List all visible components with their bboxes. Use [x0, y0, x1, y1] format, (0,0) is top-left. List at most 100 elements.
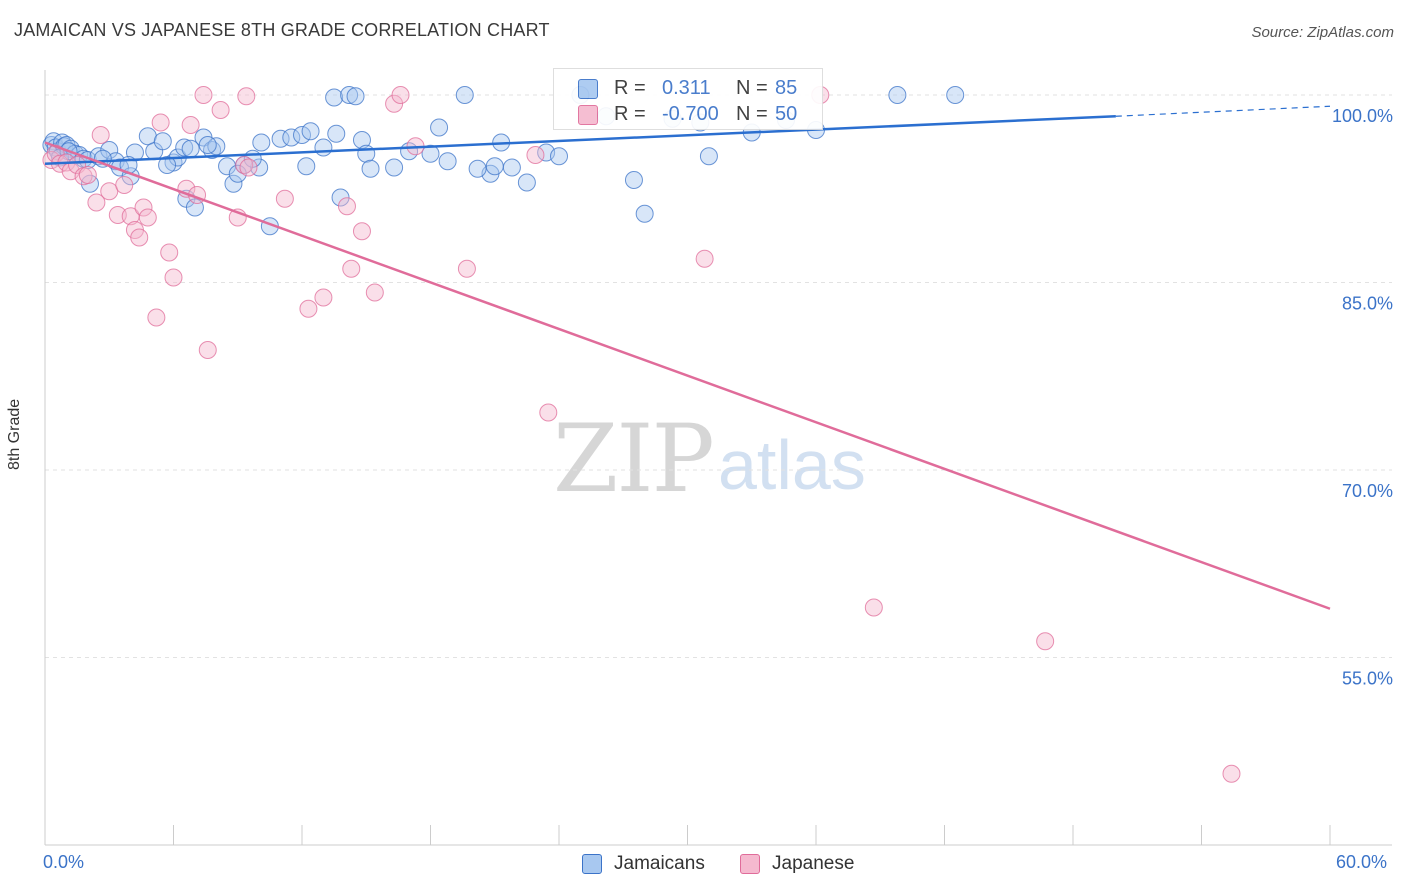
japanese-point: [181, 116, 200, 134]
japanese-point: [147, 308, 166, 327]
jamaican-point: [430, 118, 449, 137]
y-tick-label: 70.0%: [1342, 481, 1393, 501]
japanese-point: [78, 166, 97, 184]
jamaican-point: [357, 144, 376, 163]
jamaican-point: [293, 126, 311, 144]
series-swatch-japanese: [740, 854, 760, 874]
legend-row-japanese: R = -0.700 N = 50: [554, 101, 822, 127]
series-legend: Jamaicans Japanese: [0, 852, 1406, 876]
source-label: Source: ZipAtlas.com: [1251, 24, 1394, 41]
japanese-point: [299, 299, 318, 318]
japanese-trend-line: [44, 141, 1331, 610]
correlation-legend: R = 0.311 N = 85 R = -0.700 N = 50: [553, 68, 823, 130]
chart-title: JAMAICAN VS JAPANESE 8TH GRADE CORRELATI…: [14, 20, 550, 40]
jamaican-point: [517, 173, 536, 192]
series-label-japanese: Japanese: [772, 853, 855, 874]
series-swatch-jamaicans: [582, 854, 602, 874]
japanese-point: [1036, 632, 1055, 651]
japanese-point: [365, 283, 384, 302]
legend-n-label: N =: [736, 103, 768, 125]
jamaican-point: [198, 136, 217, 154]
legend-r-value: 0.311: [662, 77, 711, 99]
legend-n-value: 50: [775, 103, 798, 125]
jamaican-point: [252, 133, 271, 152]
x-tick-label-min: 0.0%: [43, 852, 85, 872]
series-label-jamaicans: Jamaicans: [614, 853, 705, 874]
legend-r-value: -0.700: [662, 103, 719, 125]
japanese-point: [151, 113, 170, 132]
japanese-point: [211, 101, 230, 119]
jamaican-point: [438, 152, 457, 171]
japanese-point: [457, 259, 476, 278]
watermark-atlas: atlas: [718, 426, 866, 504]
jamaican-point: [325, 88, 344, 107]
legend-r-label: R =: [614, 77, 646, 99]
japanese-point: [100, 182, 119, 201]
jamaican-point: [385, 158, 404, 177]
japanese-point: [138, 208, 157, 227]
jamaican-point: [455, 86, 474, 104]
y-tick-label: 55.0%: [1342, 669, 1393, 689]
japanese-point: [239, 158, 258, 177]
japanese-point: [115, 176, 134, 194]
jamaican-point: [158, 156, 177, 174]
jamaican-point: [175, 138, 194, 157]
jamaican-point: [297, 157, 316, 176]
jamaican-point: [327, 124, 346, 143]
jamaican-point: [699, 147, 718, 166]
jamaican-trend-line: [44, 115, 1116, 165]
jamaican-point: [224, 174, 243, 193]
y-tick-label: 100.0%: [1332, 106, 1393, 126]
japanese-point: [526, 146, 545, 164]
jamaican-point: [282, 128, 301, 147]
jamaican-point: [421, 144, 440, 163]
legend-swatch-jamaicans: [578, 79, 598, 99]
japanese-point: [160, 243, 179, 262]
jamaican-point: [635, 204, 654, 223]
legend-n-value: 85: [775, 77, 798, 99]
jamaican-point: [340, 86, 359, 104]
jamaican-point: [80, 174, 99, 193]
japanese-point: [342, 259, 361, 278]
japanese-point: [695, 249, 714, 268]
japanese-point: [391, 86, 410, 104]
legend-row-jamaicans: R = 0.311 N = 85: [554, 75, 822, 101]
japanese-point: [314, 288, 333, 307]
japanese-point: [275, 189, 294, 208]
japanese-point: [539, 403, 558, 422]
jamaican-point: [138, 127, 157, 146]
legend-r-label: R =: [614, 103, 646, 125]
jamaican-point: [485, 157, 504, 176]
jamaican-point: [468, 159, 487, 178]
japanese-point: [237, 87, 256, 106]
x-tick-label-max: 60.0%: [1336, 852, 1388, 872]
jamaican-point: [946, 86, 965, 104]
japanese-point: [864, 598, 883, 617]
y-tick-label: 85.0%: [1342, 294, 1393, 314]
japanese-point: [108, 206, 127, 224]
jamaican-trend-extension: [1115, 105, 1331, 117]
jamaican-point: [550, 147, 568, 166]
jamaican-point: [346, 87, 365, 106]
japanese-point: [91, 126, 110, 144]
japanese-point: [1222, 764, 1241, 783]
watermark-zip: ZIP: [553, 405, 715, 514]
jamaican-point: [888, 86, 907, 104]
legend-swatch-japanese: [578, 105, 598, 125]
legend-n-label: N =: [736, 77, 768, 99]
japanese-point: [194, 86, 213, 104]
jamaican-point: [314, 138, 333, 157]
jamaican-point: [624, 171, 643, 189]
japanese-point: [164, 268, 183, 287]
japanese-point: [87, 193, 106, 212]
japanese-point: [337, 197, 356, 216]
japanese-point: [198, 341, 217, 359]
japanese-point: [130, 228, 149, 247]
jamaican-point: [361, 159, 380, 178]
jamaican-point: [301, 122, 320, 141]
japanese-point: [134, 198, 153, 217]
japanese-point: [352, 222, 371, 241]
jamaican-point: [153, 132, 172, 151]
jamaican-point: [502, 158, 521, 177]
